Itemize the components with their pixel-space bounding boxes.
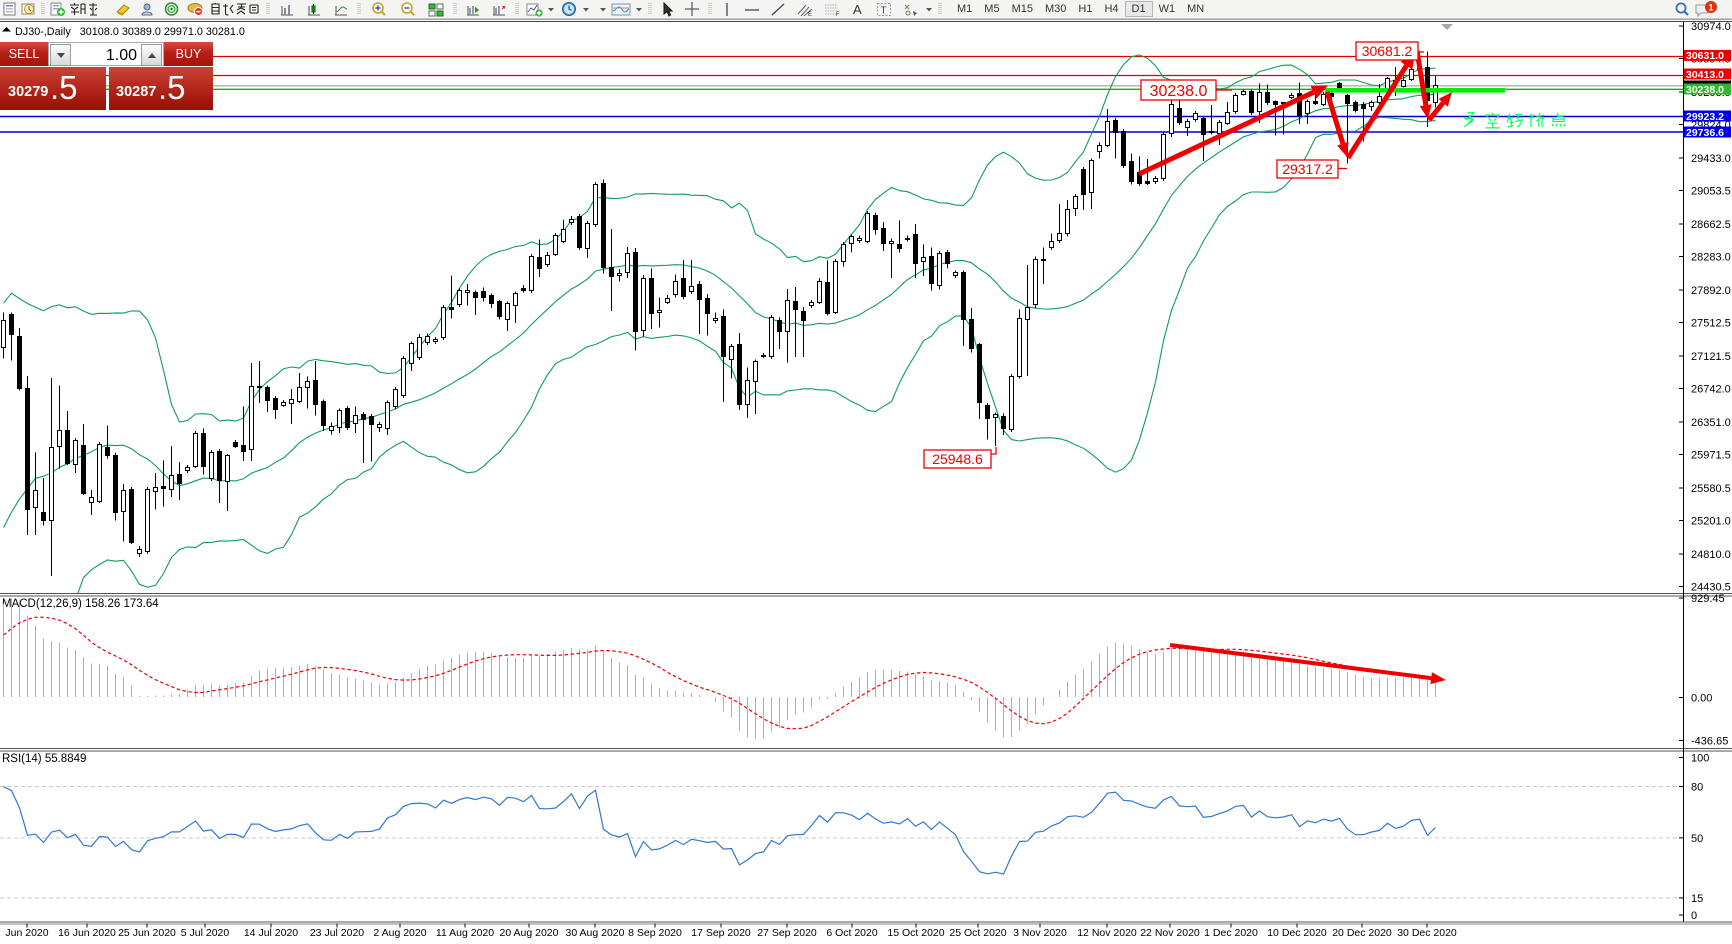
svg-text:25971.5: 25971.5 [1691, 450, 1731, 462]
svg-text:28662.5: 28662.5 [1691, 219, 1731, 231]
svg-text:MACD(12,26,9) 158.26 173.64: MACD(12,26,9) 158.26 173.64 [2, 598, 159, 610]
svg-text:30413.0: 30413.0 [1686, 69, 1724, 81]
svg-text:1: 1 [1709, 2, 1714, 12]
svg-text:30974.0: 30974.0 [1691, 21, 1731, 33]
svg-text:30 Aug 2020: 30 Aug 2020 [566, 927, 625, 939]
svg-text:15: 15 [1691, 893, 1703, 905]
svg-text:30631.0: 30631.0 [1686, 50, 1724, 62]
svg-text:929.45: 929.45 [1691, 593, 1725, 605]
svg-text:100: 100 [1691, 753, 1709, 765]
svg-text:A: A [853, 2, 862, 17]
svg-text:25948.6: 25948.6 [932, 451, 983, 467]
svg-text:24810.0: 24810.0 [1691, 549, 1731, 561]
svg-text:23 Jul 2020: 23 Jul 2020 [310, 927, 364, 939]
svg-text:29923.2: 29923.2 [1686, 111, 1724, 123]
svg-text:10 Dec 2020: 10 Dec 2020 [1267, 927, 1327, 939]
svg-text:6 Oct 2020: 6 Oct 2020 [826, 927, 878, 939]
svg-text:29736.6: 29736.6 [1686, 127, 1724, 139]
svg-text:2 Aug 2020: 2 Aug 2020 [373, 927, 426, 939]
svg-text:24430.5: 24430.5 [1691, 582, 1731, 594]
svg-text:30238.0: 30238.0 [1686, 84, 1724, 96]
svg-text:27892.0: 27892.0 [1691, 285, 1731, 297]
svg-text:27 Sep 2020: 27 Sep 2020 [757, 927, 817, 939]
svg-text:29053.5: 29053.5 [1691, 186, 1731, 198]
svg-text:20 Dec 2020: 20 Dec 2020 [1332, 927, 1392, 939]
svg-text:Jun 2020: Jun 2020 [5, 927, 48, 939]
svg-text:22 Nov 2020: 22 Nov 2020 [1140, 927, 1200, 939]
svg-text:5 Jul 2020: 5 Jul 2020 [181, 927, 230, 939]
svg-text:26351.0: 26351.0 [1691, 417, 1731, 429]
svg-text:25580.5: 25580.5 [1691, 483, 1731, 495]
svg-text:15 Oct 2020: 15 Oct 2020 [887, 927, 944, 939]
svg-text:26742.0: 26742.0 [1691, 384, 1731, 396]
svg-text:30 Dec 2020: 30 Dec 2020 [1397, 927, 1457, 939]
svg-text:50: 50 [1691, 833, 1703, 845]
svg-text:20 Aug 2020: 20 Aug 2020 [500, 927, 559, 939]
svg-text:17 Sep 2020: 17 Sep 2020 [691, 927, 751, 939]
svg-text:11 Aug 2020: 11 Aug 2020 [436, 927, 494, 939]
svg-text:80: 80 [1691, 782, 1703, 794]
svg-text:29433.0: 29433.0 [1691, 153, 1731, 165]
svg-text:3 Nov 2020: 3 Nov 2020 [1013, 927, 1067, 939]
svg-text:28283.0: 28283.0 [1691, 252, 1731, 264]
svg-text:8 Sep 2020: 8 Sep 2020 [628, 927, 682, 939]
svg-text:14 Jul 2020: 14 Jul 2020 [244, 927, 298, 939]
svg-text:T: T [881, 5, 887, 16]
svg-text:RSI(14) 55.8849: RSI(14) 55.8849 [2, 753, 86, 765]
svg-text:25201.0: 25201.0 [1691, 516, 1731, 528]
svg-text:F: F [836, 12, 840, 17]
svg-text:30238.0: 30238.0 [1150, 83, 1208, 100]
svg-text:16 Jun 2020: 16 Jun 2020 [58, 927, 116, 939]
svg-text:27121.5: 27121.5 [1691, 351, 1731, 363]
svg-text:0.00: 0.00 [1691, 693, 1712, 705]
svg-text:E: E [808, 12, 812, 17]
svg-text:29317.2: 29317.2 [1282, 161, 1333, 177]
svg-text:25 Jun 2020: 25 Jun 2020 [118, 927, 176, 939]
svg-text:DJ30-,Daily 30108.0 30389.0: DJ30-,Daily 30108.0 30389.0 29971.0 3028… [15, 26, 245, 38]
svg-text:-436.65: -436.65 [1691, 736, 1728, 748]
svg-text:25 Oct 2020: 25 Oct 2020 [949, 927, 1006, 939]
svg-text:1 Dec 2020: 1 Dec 2020 [1204, 927, 1258, 939]
svg-text:0: 0 [1691, 910, 1697, 922]
svg-text:27512.5: 27512.5 [1691, 318, 1731, 330]
svg-text:30681.2: 30681.2 [1362, 43, 1413, 59]
svg-text:12 Nov 2020: 12 Nov 2020 [1077, 927, 1137, 939]
